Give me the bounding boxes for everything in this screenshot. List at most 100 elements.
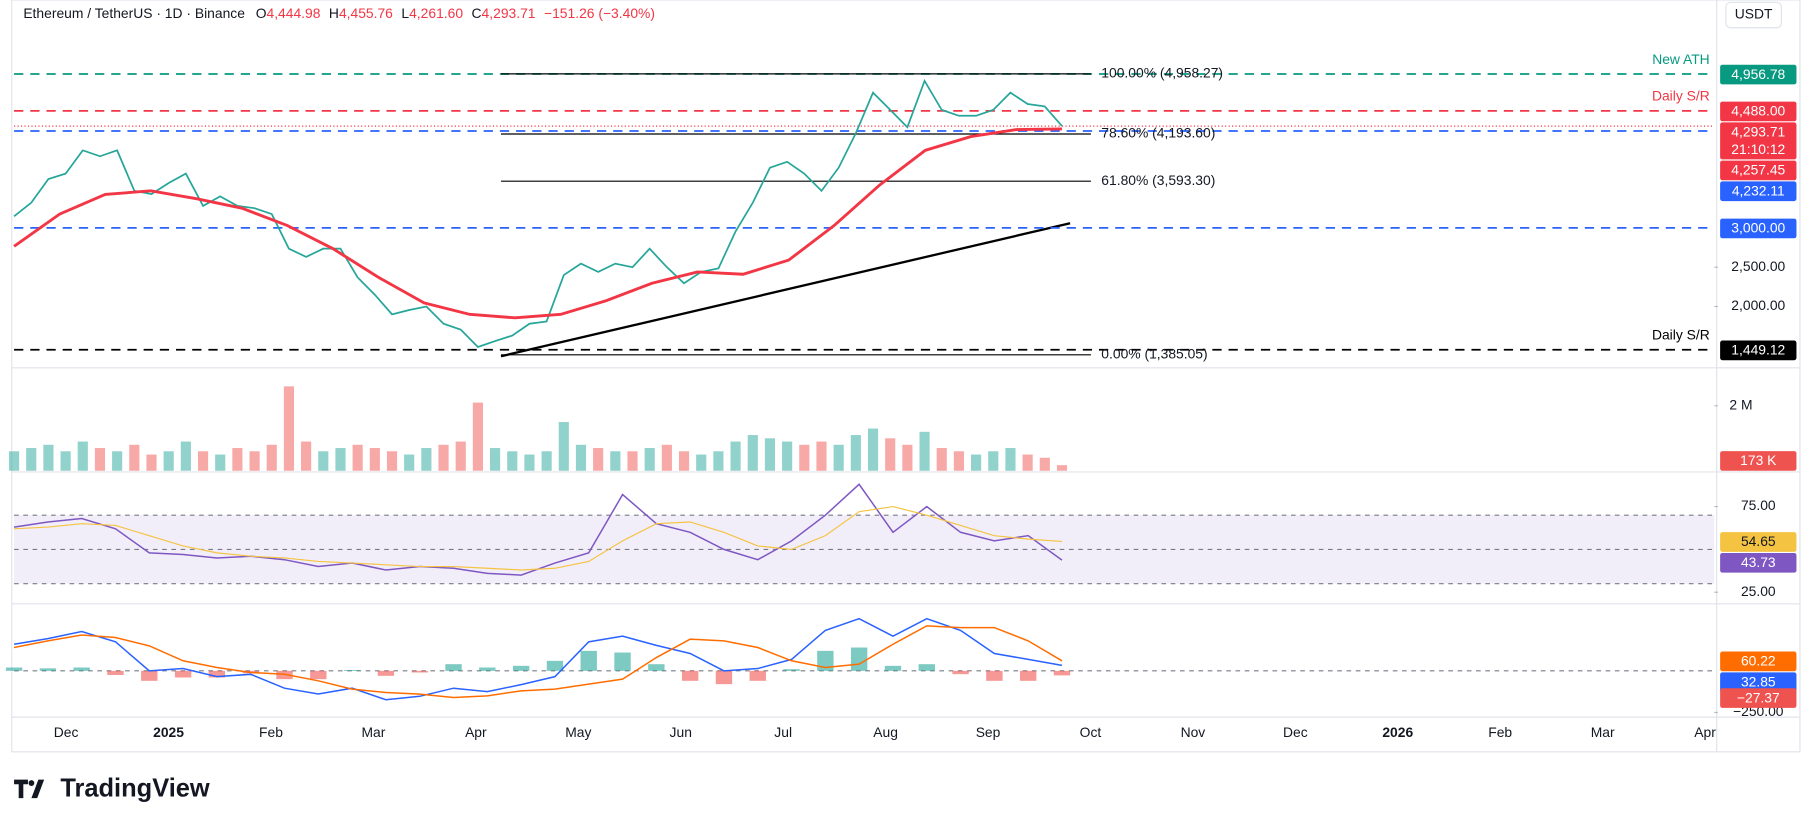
x-tick-label: Feb: [1488, 724, 1512, 740]
x-tick-label: Feb: [259, 724, 283, 740]
last-price-label: 4,293.71: [1731, 123, 1785, 139]
volume-bar: [661, 444, 672, 471]
level-label-box: [1720, 101, 1797, 122]
x-tick-label: Dec: [54, 724, 79, 740]
macd-histogram-bar: [276, 670, 293, 680]
macd-histogram-bar: [884, 665, 902, 671]
macd-histogram-bar: [5, 667, 23, 671]
macd-label: 60.22: [1741, 653, 1776, 669]
macd-label-box: [1720, 651, 1797, 672]
volume-bar: [730, 441, 741, 471]
macd-histogram-bar: [783, 669, 800, 671]
histogram-label-box: [1720, 688, 1797, 708]
high-label: H: [329, 5, 339, 21]
y-tick-label: 2,000.00: [1731, 297, 1785, 313]
volume-bar: [507, 451, 518, 471]
x-tick-label: Nov: [1181, 724, 1206, 740]
macd-histogram-bar: [512, 665, 530, 671]
rsi-label: 43.73: [1741, 554, 1776, 570]
x-tick-label: Dec: [1283, 724, 1308, 740]
histogram-label: −27.37: [1737, 689, 1780, 705]
volume-bar: [816, 441, 827, 471]
ma-label: 4,257.45: [1731, 162, 1785, 178]
volume-bar: [850, 435, 861, 471]
volume-bar: [988, 451, 999, 471]
volume-bar: [266, 444, 277, 471]
volume-bar: [129, 444, 140, 471]
volume-bar: [352, 444, 363, 471]
ma-label-box: [1720, 160, 1797, 181]
volume-bar: [678, 451, 690, 471]
currency[interactable]: USDT: [1735, 6, 1773, 22]
level-label-box: [1720, 181, 1797, 202]
volume-bar: [197, 451, 209, 471]
volume-bar: [610, 451, 621, 471]
level-label: 4,488.00: [1731, 103, 1785, 119]
trend-line: [500, 222, 1071, 358]
macd-label-box: [1720, 672, 1797, 693]
macd-histogram-bar: [208, 670, 226, 678]
volume-bar: [644, 448, 655, 471]
volume-bar: [696, 454, 707, 471]
volume-bar: [60, 451, 71, 471]
level-label: 3,000.00: [1731, 220, 1785, 236]
macd-histogram-bar: [681, 670, 699, 681]
macd-histogram-bar: [107, 670, 124, 675]
macd-label: 32.85: [1741, 673, 1776, 689]
macd-histogram-bar: [174, 670, 192, 678]
change: −151.26 (−3.40%): [544, 5, 655, 21]
macd-histogram-bar: [749, 670, 766, 681]
volume-bar: [799, 444, 810, 471]
close-label: C: [472, 5, 482, 21]
volume-bar: [335, 448, 346, 471]
volume-bar: [43, 444, 54, 471]
logo-mark: [14, 779, 45, 799]
fib-label: 100.00% (4,958.27): [1101, 65, 1223, 81]
volume-bar: [112, 451, 123, 471]
macd-histogram-bar: [1053, 670, 1071, 676]
fib-label: 61.80% (3,593.30): [1101, 172, 1215, 188]
x-tick-label: Mar: [361, 724, 385, 740]
y-tick-label: 2 M: [1729, 396, 1752, 412]
volume-bar: [1005, 448, 1016, 471]
macd-histogram-bar: [141, 670, 158, 681]
x-tick-label: Jul: [774, 724, 792, 740]
volume-bar: [1022, 454, 1033, 471]
x-tick-label: 2025: [153, 724, 184, 740]
x-tick-label: May: [565, 724, 591, 740]
rsi-label-box: [1720, 532, 1797, 552]
volume-bar: [369, 448, 380, 471]
signal-line: [13, 625, 1063, 699]
macd-histogram-bar: [850, 647, 868, 671]
volume-bar: [438, 444, 449, 471]
volume-bar: [833, 444, 844, 471]
volume-bar: [490, 448, 501, 471]
macd-histogram-bar: [952, 670, 969, 675]
macd-histogram-bar: [73, 667, 90, 671]
volume-bar: [146, 454, 157, 471]
macd-histogram-bar: [580, 650, 597, 671]
volume-bar: [936, 448, 947, 471]
volume-bar: [301, 441, 312, 471]
volume-bar: [77, 441, 88, 471]
level-label-box: [1720, 340, 1797, 361]
volume-bar: [421, 448, 432, 471]
volume-bar: [558, 422, 569, 471]
x-tick-label: Sep: [976, 724, 1001, 740]
volume-bar: [232, 448, 243, 471]
volume-bar: [867, 428, 879, 471]
macd-histogram-bar: [817, 650, 834, 671]
volume-bar: [283, 386, 295, 471]
volume-bar: [593, 448, 604, 471]
volume-bar: [713, 451, 724, 471]
volume-bar: [953, 451, 964, 471]
volume-bar: [26, 448, 37, 471]
currency-button[interactable]: [1725, 1, 1783, 29]
volume-bar: [180, 441, 191, 471]
volume-bar: [455, 441, 466, 471]
low-label: L: [401, 5, 409, 21]
volume-bar: [318, 451, 329, 471]
x-tick-label: Jun: [670, 724, 692, 740]
low: 4,261.60: [409, 5, 463, 21]
